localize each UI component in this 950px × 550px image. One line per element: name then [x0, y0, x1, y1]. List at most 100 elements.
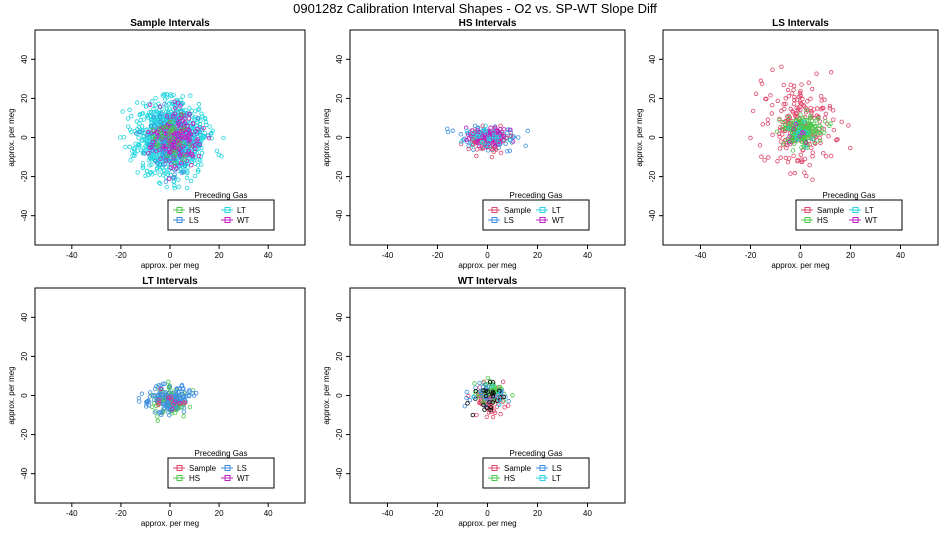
y-tick-label: 40 — [20, 312, 29, 321]
panel-title: LS Intervals — [772, 18, 829, 29]
point-hs — [170, 135, 175, 141]
point-lt — [486, 136, 492, 142]
point-sample — [796, 108, 801, 113]
point-wt — [180, 118, 185, 123]
point-ls — [181, 169, 186, 174]
point-lt — [196, 106, 202, 112]
point-wt — [800, 130, 805, 135]
point-ls — [478, 390, 484, 395]
point-hs — [181, 414, 186, 419]
legend-label: WT — [237, 216, 250, 225]
point-lt — [148, 170, 153, 176]
x-axis-label: approx. per meg — [141, 519, 199, 528]
point-sample — [822, 115, 828, 120]
x-axis-label: approx. per meg — [458, 261, 516, 270]
point-lt — [121, 134, 127, 140]
legend-marker — [176, 217, 183, 223]
point-hs — [480, 400, 485, 405]
point-lt — [198, 158, 203, 163]
x-tick-label: -40 — [66, 509, 78, 518]
y-tick-label: -20 — [20, 428, 29, 440]
legend-box — [482, 199, 590, 231]
point-wt — [192, 142, 197, 148]
x-axis-label: approx. per meg — [141, 261, 199, 270]
point-lt — [196, 102, 202, 107]
legend-marker — [491, 217, 498, 223]
scatter-points — [118, 92, 226, 191]
point-wt — [508, 127, 513, 133]
point-ls — [163, 389, 168, 395]
panel-title: HS Intervals — [459, 18, 517, 29]
point-lt — [161, 92, 166, 97]
x-tick-label: -20 — [115, 251, 127, 260]
point-lt — [188, 93, 193, 98]
point-sample — [829, 153, 834, 159]
legend-item-wt: WT — [221, 474, 250, 483]
point-wt — [468, 134, 473, 139]
scatter-points — [748, 64, 853, 182]
y-tick-label: 40 — [335, 54, 344, 63]
point-sample — [818, 94, 824, 99]
point-lt — [221, 135, 226, 141]
point-lt — [164, 184, 169, 190]
legend-item-hs: HS — [173, 474, 200, 483]
y-tick-label: 20 — [648, 93, 657, 102]
point-wt — [168, 165, 174, 171]
point-sample — [792, 94, 797, 100]
point-ls — [144, 401, 149, 407]
point-hs — [180, 141, 186, 146]
point-ls — [445, 126, 450, 131]
legend-marker — [539, 217, 546, 223]
point-ls — [158, 410, 163, 415]
legend-label: Sample — [189, 464, 217, 473]
point-lt — [195, 169, 201, 175]
point-wt — [175, 146, 180, 152]
point-lt — [140, 101, 146, 106]
point-sample — [778, 139, 784, 144]
point-lt — [167, 106, 172, 111]
point-sample — [783, 101, 788, 107]
legend-label: HS — [189, 206, 200, 215]
point-lt — [140, 161, 146, 166]
point-lt — [143, 173, 148, 178]
point-lt — [151, 107, 156, 112]
point-sample — [783, 155, 789, 161]
point-ls — [165, 406, 171, 411]
legend-marker — [539, 475, 546, 481]
point-sample — [848, 145, 853, 151]
point-extra — [481, 402, 486, 408]
point-ls — [187, 389, 192, 395]
point-lt — [172, 183, 177, 188]
point-lt — [118, 135, 123, 140]
point-sample — [810, 86, 815, 92]
point-wt — [180, 144, 186, 149]
point-ls — [197, 129, 202, 135]
point-hs — [176, 139, 181, 144]
point-sample — [827, 103, 833, 109]
point-wt — [489, 140, 494, 146]
point-wt — [170, 113, 176, 119]
point-sample — [821, 106, 826, 111]
point-wt — [480, 133, 485, 138]
point-wt — [145, 129, 151, 135]
panel-5: WT Intervals -40 -20 0 20 40 -40 -20 0 20 40 approx… — [322, 276, 626, 528]
point-sample — [826, 134, 831, 139]
point-hs — [171, 149, 176, 154]
y-tick-label: 40 — [648, 54, 657, 63]
point-hs — [152, 135, 158, 140]
point-ls — [152, 386, 158, 392]
legend-marker — [491, 207, 498, 213]
point-extra — [481, 388, 486, 393]
point-ls — [152, 393, 157, 398]
point-sample — [800, 96, 805, 102]
y-axis-label: approx. per meg — [635, 108, 644, 166]
point-lt — [135, 170, 140, 175]
point-ls — [174, 387, 180, 392]
point-lt — [144, 168, 150, 174]
point-lt — [184, 185, 190, 191]
panel-4: LT Intervals -40 -20 0 20 40 -40 -20 0 20 40 approx… — [7, 276, 306, 528]
point-lt — [486, 144, 492, 149]
point-ls — [155, 161, 160, 166]
point-sample — [784, 145, 789, 151]
legend-item-wt: WT — [221, 216, 250, 225]
